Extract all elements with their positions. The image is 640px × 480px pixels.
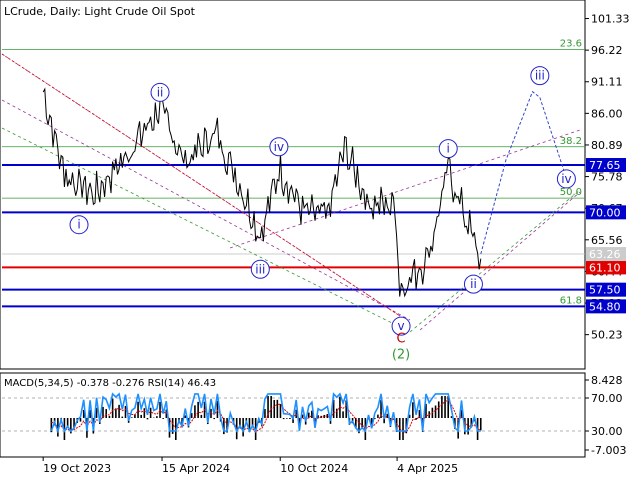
fib-level-label: 38.2 xyxy=(560,136,582,147)
axes: 101.3396.2291.1186.0080.8975.7870.6765.5… xyxy=(42,13,630,475)
indicator-panel xyxy=(2,392,585,440)
indicator-title: MACD(5,34,5) -0.378 -0.276 RSI(14) 46.43 xyxy=(4,378,216,389)
indicator-y-tick-label: 30.00 xyxy=(591,425,623,438)
indicator-y-tick-label: 70.00 xyxy=(591,392,623,405)
price-panel-frame xyxy=(0,0,586,370)
fib-anchor-line xyxy=(1,53,401,317)
price-level-label: 54.80 xyxy=(589,300,621,313)
wave-label: v xyxy=(398,319,405,333)
wave-label-circle xyxy=(438,139,458,159)
fib-level-label: 61.8 xyxy=(560,295,582,306)
wave-trend-line xyxy=(1,127,411,333)
price-level-tag xyxy=(586,260,626,275)
wave-label-circle xyxy=(269,137,289,157)
wave-label-circle xyxy=(463,274,483,294)
trend-line xyxy=(229,129,581,249)
y-tick-label: 50.23 xyxy=(591,329,623,342)
y-tick-label: 65.56 xyxy=(591,234,623,247)
y-tick-label: 75.78 xyxy=(591,171,623,184)
wave-label: C xyxy=(397,332,406,347)
price-level-tag xyxy=(586,299,626,314)
indicator-y-tick-label: 8.428 xyxy=(591,374,623,387)
y-tick-label: 86.00 xyxy=(591,107,623,120)
wave-label: (2) xyxy=(392,348,410,363)
price-series-line xyxy=(42,87,482,298)
rsi-line xyxy=(50,392,481,434)
indicator-panel-frame xyxy=(0,372,586,458)
fib-level-label: 23.6 xyxy=(560,39,582,50)
chart-title: LCrude, Daily: Light Crude Oil Spot xyxy=(4,5,196,18)
wave-label: i xyxy=(447,142,450,156)
price-level-label: 77.65 xyxy=(589,159,621,172)
price-level-tag xyxy=(586,158,626,173)
wave-label: iii xyxy=(255,262,265,276)
trend-line xyxy=(419,191,581,331)
wave-label: iii xyxy=(535,69,545,83)
fib-level-label: 50.0 xyxy=(560,187,582,198)
wave-label: i xyxy=(77,218,80,232)
y-tick-label: 91.11 xyxy=(591,76,623,89)
x-tick-label: 10 Oct 2024 xyxy=(280,462,348,475)
macd-signal-line xyxy=(51,399,481,433)
price-level-label: 70.00 xyxy=(589,206,621,219)
y-tick-label: 101.33 xyxy=(591,13,630,26)
x-tick-label: 15 Apr 2024 xyxy=(162,462,230,475)
wave-label-circle xyxy=(556,169,576,189)
wave-label: iv xyxy=(561,172,571,186)
wave-label-circle xyxy=(150,82,170,102)
wave-label-circle xyxy=(69,215,89,235)
wave-label: iv xyxy=(274,140,284,154)
price-level-tag xyxy=(586,282,626,297)
price-level-label: 57.50 xyxy=(589,284,621,297)
x-tick-label: 4 Apr 2025 xyxy=(397,462,458,475)
trend-line xyxy=(1,99,411,321)
wave-trend-line xyxy=(409,189,581,333)
wave-label-circle xyxy=(250,259,270,279)
price-level-label: 61.10 xyxy=(589,261,621,274)
current-price-tag xyxy=(586,247,626,262)
y-tick-label: 96.22 xyxy=(591,44,623,57)
wave-label: ii xyxy=(470,277,477,291)
y-tick-label: 80.89 xyxy=(591,139,623,152)
indicator-y-tick-label: -7.003 xyxy=(591,444,626,457)
wave-label-circle xyxy=(530,66,550,86)
x-tick-label: 19 Oct 2023 xyxy=(43,462,111,475)
wave-label: ii xyxy=(157,85,164,99)
wave-label-circle xyxy=(391,316,411,336)
forecast-path xyxy=(480,90,565,255)
current-price-label: 63.26 xyxy=(589,248,621,261)
price-level-tag xyxy=(586,205,626,220)
